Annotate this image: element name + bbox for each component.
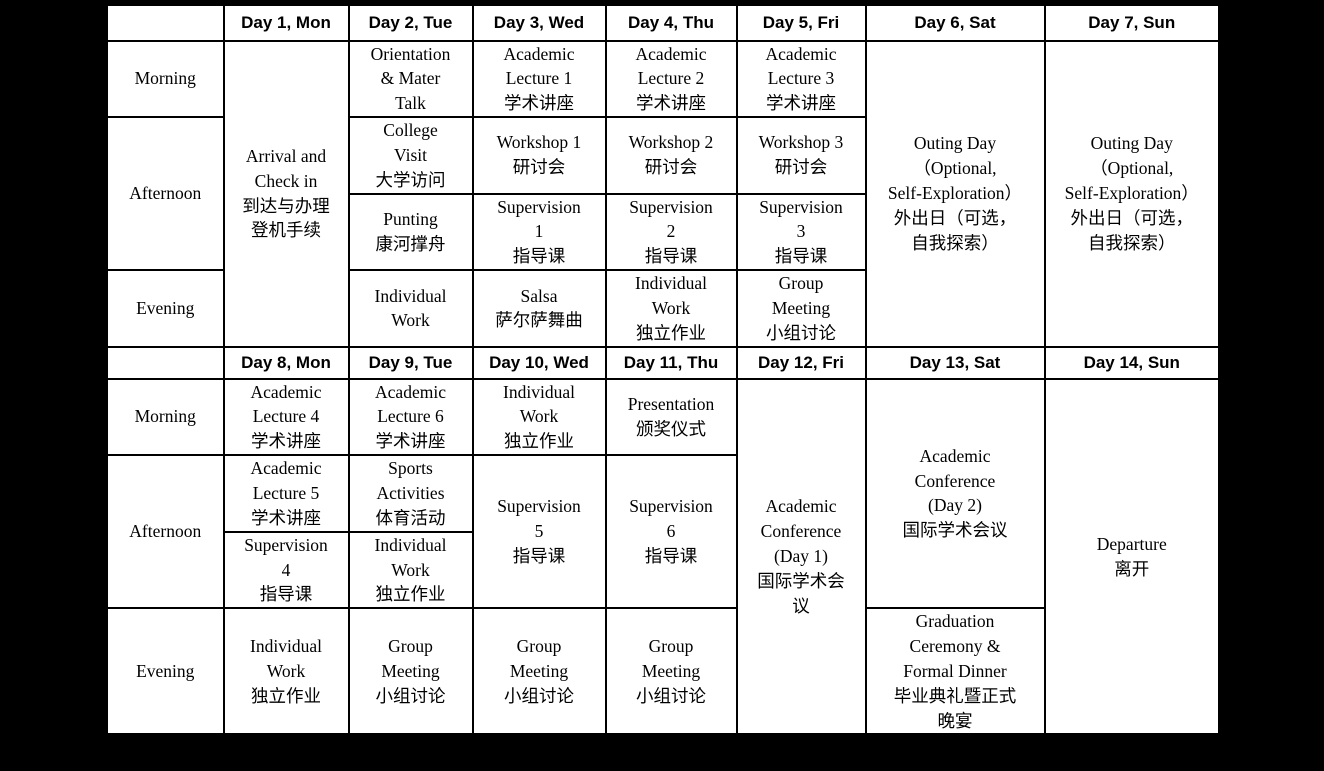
- cell-day3-afternoon-2: Supervision 1 指导课: [471, 192, 607, 272]
- week2-header-row: Day 8, Mon Day 9, Tue Day 10, Wed Day 11…: [105, 345, 1221, 380]
- cell-day8-evening: Individual Work 独立作业: [222, 607, 350, 736]
- header-day-14: Day 14, Sun: [1043, 345, 1221, 380]
- cell-day3-morning: Academic Lecture 1 学术讲座: [471, 39, 607, 119]
- cell-day3-evening: Salsa 萨尔萨舞曲: [471, 269, 607, 348]
- cell-day2-morning: Orientation & Mater Talk: [347, 39, 474, 119]
- week2-morning-label: Morning: [105, 377, 225, 457]
- cell-day9-afternoon-2: Individual Work 独立作业: [347, 530, 474, 610]
- header-day-4: Day 4, Thu: [604, 3, 738, 42]
- header-day-10: Day 10, Wed: [471, 345, 607, 380]
- header-day-13: Day 13, Sat: [864, 345, 1046, 380]
- cell-day10-morning: Individual Work 独立作业: [471, 377, 607, 457]
- week1-afternoon-label: Afternoon: [105, 116, 225, 272]
- week1-afternoon-row-1: Afternoon College Visit 大学访问 Workshop 1 …: [105, 116, 1220, 272]
- schedule-table: Day 1, Mon Day 2, Tue Day 3, Wed Day 4, …: [105, 3, 1221, 737]
- cell-day1-all-day: Arrival and Check in 到达与办理 登机手续: [222, 39, 350, 348]
- cell-day5-evening: Group Meeting 小组讨论: [735, 269, 867, 348]
- week1-afternoon-row-2: Punting 康河撑舟 Supervision 1 指导课 Supervisi…: [107, 192, 1220, 272]
- cell-day14-all-day: Departure 离开: [1043, 377, 1221, 736]
- week2-morning-row: Morning Academic Lecture 4 学术讲座 Academic…: [105, 377, 1221, 736]
- week1-evening-row: Evening Individual Work Salsa 萨尔萨舞曲 Indi…: [105, 269, 1220, 348]
- cell-day13-daytime: Academic Conference (Day 2) 国际学术会议: [864, 377, 1046, 610]
- cell-day2-evening: Individual Work: [347, 269, 474, 348]
- cell-day10-afternoon: Supervision 5 指导课: [471, 454, 607, 610]
- cell-day8-afternoon-2: Supervision 4 指导课: [222, 530, 350, 610]
- header-day-8: Day 8, Mon: [222, 345, 350, 380]
- cell-day8-afternoon-1: Academic Lecture 5 学术讲座: [222, 454, 350, 533]
- cell-day4-afternoon-2: Supervision 2 指导课: [604, 192, 738, 272]
- week1-morning-row: Morning Arrival and Check in 到达与办理 登机手续 …: [105, 39, 1221, 348]
- header-day-6: Day 6, Sat: [864, 3, 1046, 42]
- week2-evening-row: Evening Individual Work 独立作业 Group Meeti…: [105, 607, 1220, 736]
- week2-afternoon-row-1: Afternoon Academic Lecture 5 学术讲座 Sports…: [105, 454, 1220, 610]
- cell-day13-evening: Graduation Ceremony & Formal Dinner 毕业典礼…: [864, 607, 1046, 736]
- cell-day4-evening: Individual Work 独立作业: [604, 269, 738, 348]
- week1-morning-label: Morning: [105, 39, 225, 119]
- cell-day9-evening: Group Meeting 小组讨论: [347, 607, 474, 736]
- week1-evening-label: Evening: [105, 269, 225, 348]
- cell-day6-all-day: Outing Day （Optional, Self-Exploration） …: [864, 39, 1046, 348]
- cell-day2-afternoon-1: College Visit 大学访问: [347, 116, 474, 195]
- header-day-3: Day 3, Wed: [471, 3, 607, 42]
- cell-day4-morning: Academic Lecture 2 学术讲座: [604, 39, 738, 119]
- cell-day12-all-day: Academic Conference (Day 1) 国际学术会 议: [735, 377, 867, 736]
- cell-day11-afternoon: Supervision 6 指导课: [604, 454, 738, 610]
- cell-day11-evening: Group Meeting 小组讨论: [604, 607, 738, 736]
- week1-header-row: Day 1, Mon Day 2, Tue Day 3, Wed Day 4, …: [105, 3, 1221, 42]
- week2-afternoon-row-2: Supervision 4 指导课 Individual Work 独立作业: [107, 530, 1220, 610]
- header-day-11: Day 11, Thu: [604, 345, 738, 380]
- cell-day9-morning: Academic Lecture 6 学术讲座: [347, 377, 474, 457]
- cell-day2-afternoon-2: Punting 康河撑舟: [347, 192, 474, 272]
- cell-day10-evening: Group Meeting 小组讨论: [471, 607, 607, 736]
- cell-day3-afternoon-1: Workshop 1 研讨会: [471, 116, 607, 195]
- week2-afternoon-label: Afternoon: [105, 454, 225, 610]
- cell-day5-morning: Academic Lecture 3 学术讲座: [735, 39, 867, 119]
- week2-corner-cell: [105, 345, 225, 380]
- cell-day4-afternoon-1: Workshop 2 研讨会: [604, 116, 738, 195]
- cell-day7-all-day: Outing Day （Optional, Self-Exploration） …: [1043, 39, 1221, 348]
- header-day-1: Day 1, Mon: [222, 3, 350, 42]
- week1-corner-cell: [105, 3, 225, 42]
- cell-day9-afternoon-1: Sports Activities 体育活动: [347, 454, 474, 533]
- header-day-2: Day 2, Tue: [347, 3, 474, 42]
- header-day-7: Day 7, Sun: [1043, 3, 1221, 42]
- cell-day5-afternoon-2: Supervision 3 指导课: [735, 192, 867, 272]
- cell-day11-morning: Presentation 颁奖仪式: [604, 377, 738, 457]
- header-day-5: Day 5, Fri: [735, 3, 867, 42]
- cell-day5-afternoon-1: Workshop 3 研讨会: [735, 116, 867, 195]
- header-day-9: Day 9, Tue: [347, 345, 474, 380]
- header-day-12: Day 12, Fri: [735, 345, 867, 380]
- cell-day8-morning: Academic Lecture 4 学术讲座: [222, 377, 350, 457]
- week2-evening-label: Evening: [105, 607, 225, 736]
